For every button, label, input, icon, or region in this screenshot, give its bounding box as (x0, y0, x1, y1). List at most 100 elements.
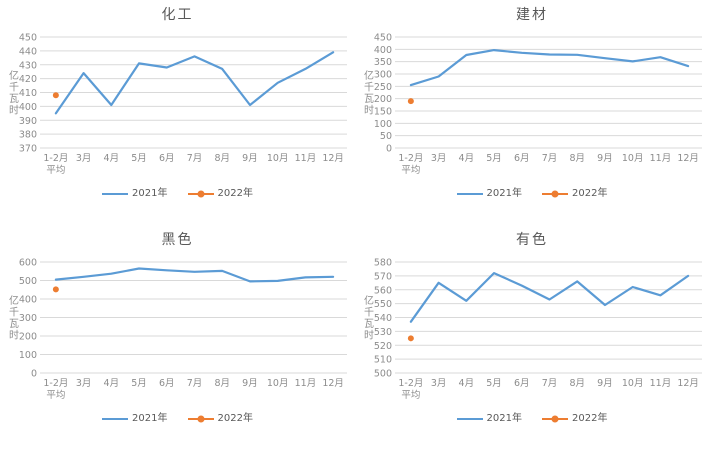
svg-text:时: 时 (364, 329, 374, 341)
svg-text:瓦: 瓦 (9, 94, 19, 105)
svg-text:亿: 亿 (364, 69, 374, 82)
svg-text:6月: 6月 (514, 378, 530, 389)
svg-text:12月: 12月 (677, 153, 699, 164)
svg-text:6月: 6月 (159, 153, 175, 164)
legend-item-2022: 2022年 (542, 189, 607, 199)
svg-text:390: 390 (19, 116, 37, 127)
svg-text:平均: 平均 (46, 164, 65, 176)
line-marker-icon (456, 418, 483, 420)
svg-text:500: 500 (19, 276, 37, 287)
svg-text:0: 0 (386, 144, 392, 155)
svg-text:1-2月: 1-2月 (43, 153, 68, 164)
legend-item-2021: 2021年 (102, 188, 168, 199)
legend-label: 2021年 (132, 188, 168, 199)
svg-text:300: 300 (374, 70, 392, 81)
gridlines (40, 36, 347, 149)
legend-item-2021: 2021年 (102, 413, 168, 424)
svg-text:8月: 8月 (569, 153, 585, 164)
svg-text:5月: 5月 (486, 378, 502, 389)
svg-text:4月: 4月 (104, 153, 120, 164)
svg-text:12月: 12月 (677, 378, 699, 389)
svg-text:8月: 8月 (214, 153, 230, 164)
svg-text:10月: 10月 (622, 153, 644, 164)
svg-text:4月: 4月 (104, 378, 120, 389)
svg-text:3月: 3月 (431, 153, 447, 164)
gridlines (395, 261, 702, 374)
y-axis-tick-labels: 0 100 200 300 400 500 600 (19, 258, 37, 380)
chart-heise: 黑色 0 100 200 300 400 500 600 亿千瓦时 1-2月 平均 3月 4月 5月 6月… (0, 225, 355, 451)
svg-text:250: 250 (374, 82, 392, 93)
chart-legend: 2021年 2022年 (0, 187, 355, 201)
chart-legend: 2021年 2022年 (0, 412, 355, 426)
svg-text:9月: 9月 (242, 153, 258, 164)
svg-text:500: 500 (374, 369, 392, 380)
svg-text:12月: 12月 (322, 378, 344, 389)
svg-text:千: 千 (364, 81, 374, 93)
line-dot-marker-icon (187, 415, 214, 423)
svg-text:时: 时 (9, 104, 19, 116)
svg-text:580: 580 (374, 258, 392, 269)
svg-text:10月: 10月 (622, 378, 644, 389)
svg-text:7月: 7月 (187, 153, 203, 164)
svg-text:3月: 3月 (431, 378, 447, 389)
legend-label: 2021年 (486, 188, 522, 199)
svg-text:100: 100 (374, 119, 392, 130)
series-point-2022年 (407, 98, 414, 105)
svg-text:8月: 8月 (214, 378, 230, 389)
series-point-2022年 (52, 286, 59, 293)
svg-text:千: 千 (9, 306, 19, 318)
chart-youse: 有色 500 510 520 530 540 550 560 570 580 亿千瓦时 1-2月 平均… (355, 225, 709, 451)
svg-text:11月: 11月 (650, 153, 672, 164)
svg-text:11月: 11月 (650, 378, 672, 389)
svg-text:0: 0 (31, 369, 37, 380)
line-marker-icon (456, 193, 483, 195)
svg-text:560: 560 (374, 285, 392, 296)
svg-text:时: 时 (364, 104, 374, 116)
svg-text:380: 380 (19, 130, 37, 141)
svg-text:时: 时 (9, 329, 19, 341)
line-dot-marker-icon (542, 190, 568, 198)
legend-item-2022: 2022年 (542, 414, 607, 424)
legend-item-2021: 2021年 (456, 188, 522, 199)
series-point-2022年 (407, 335, 414, 342)
svg-text:9月: 9月 (597, 378, 613, 389)
svg-text:5月: 5月 (486, 153, 502, 164)
chart-legend: 2021年 2022年 (355, 187, 709, 201)
svg-text:410: 410 (19, 88, 37, 99)
chart-title: 黑色 (161, 232, 194, 248)
svg-text:530: 530 (374, 327, 392, 338)
svg-text:3月: 3月 (76, 378, 92, 389)
chart-huagong: 化工 370 380 390 400 410 420 430 440 450 亿千瓦时 1-2月 平均… (0, 0, 355, 225)
svg-text:570: 570 (374, 271, 392, 282)
svg-text:350: 350 (374, 57, 392, 68)
line-marker-icon (102, 418, 129, 420)
svg-text:400: 400 (19, 295, 37, 306)
svg-text:瓦: 瓦 (364, 94, 374, 105)
svg-text:1-2月: 1-2月 (398, 153, 423, 164)
svg-text:50: 50 (380, 131, 392, 142)
svg-text:7月: 7月 (542, 378, 558, 389)
svg-text:12月: 12月 (322, 153, 344, 164)
chart-legend: 2021年 2022年 (355, 412, 709, 426)
legend-label: 2021年 (132, 413, 168, 424)
svg-text:亿: 亿 (364, 294, 374, 307)
svg-text:亿: 亿 (9, 294, 19, 307)
svg-text:平均: 平均 (401, 164, 420, 176)
svg-text:510: 510 (374, 355, 392, 366)
legend-label: 2021年 (486, 413, 522, 424)
chart-title: 建材 (516, 7, 548, 23)
legend-label: 2022年 (572, 413, 608, 424)
svg-text:千: 千 (364, 306, 374, 318)
legend-label: 2022年 (572, 188, 608, 199)
chart-jiancai: 建材 0 50 100 150 200 250 300 350 400 450 亿千瓦时 1-2月 平均… (355, 0, 709, 225)
